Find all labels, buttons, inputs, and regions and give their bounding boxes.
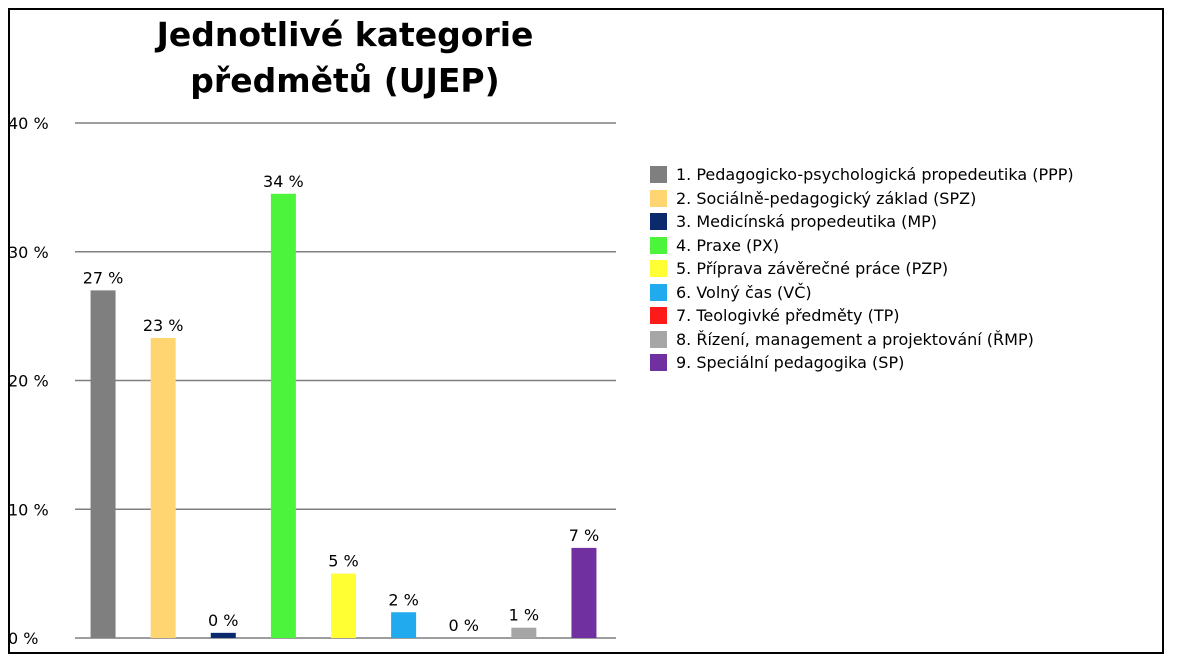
data-label: 1 % bbox=[509, 606, 539, 625]
legend-swatch bbox=[650, 213, 667, 231]
legend-swatch bbox=[650, 166, 667, 184]
legend-label: 3. Medicínská propedeutika (MP) bbox=[676, 212, 938, 232]
legend-swatch bbox=[650, 260, 667, 278]
legend-item: 3. Medicínská propedeutika (MP) bbox=[650, 210, 1074, 234]
legend-label: 6. Volný čas (VČ) bbox=[676, 282, 812, 302]
legend-item: 8. Řízení, management a projektování (ŘM… bbox=[650, 328, 1074, 352]
legend-label: 5. Příprava závěrečné práce (PZP) bbox=[676, 259, 949, 279]
legend-item: 4. Praxe (PX) bbox=[650, 234, 1074, 258]
chart-title-line-1: Jednotlivé kategorie bbox=[156, 15, 534, 54]
legend-item: 1. Pedagogicko-psychologická propedeutik… bbox=[650, 163, 1074, 187]
legend-item: 5. Příprava závěrečné práce (PZP) bbox=[650, 257, 1074, 281]
legend-label: 8. Řízení, management a projektování (ŘM… bbox=[676, 329, 1034, 349]
data-label: 34 % bbox=[263, 172, 304, 191]
data-label: 0 % bbox=[208, 611, 238, 630]
legend-item: 9. Speciální pedagogika (SP) bbox=[650, 351, 1074, 375]
data-label: 0 % bbox=[448, 616, 478, 635]
legend-swatch bbox=[650, 283, 667, 301]
legend-label: 2. Sociálně-pedagogický základ (SPZ) bbox=[676, 188, 977, 208]
bar bbox=[210, 632, 236, 638]
bar bbox=[90, 290, 116, 638]
y-tick-label: 10 % bbox=[8, 500, 49, 519]
legend-swatch bbox=[650, 354, 667, 372]
bar bbox=[270, 193, 296, 638]
data-label: 23 % bbox=[143, 316, 184, 335]
data-label: 5 % bbox=[328, 552, 358, 571]
legend: 1. Pedagogicko-psychologická propedeutik… bbox=[650, 163, 1074, 375]
legend-swatch bbox=[650, 330, 667, 348]
y-tick-label: 0 % bbox=[8, 629, 38, 648]
legend-label: 7. Teologivké předměty (TP) bbox=[676, 306, 900, 326]
chart-frame bbox=[8, 8, 1164, 654]
legend-label: 1. Pedagogicko-psychologická propedeutik… bbox=[676, 165, 1074, 185]
y-tick-label: 20 % bbox=[8, 372, 49, 391]
data-label: 2 % bbox=[388, 590, 418, 609]
bar bbox=[511, 627, 537, 638]
y-tick-label: 40 % bbox=[8, 114, 49, 133]
legend-item: 2. Sociálně-pedagogický základ (SPZ) bbox=[650, 187, 1074, 211]
legend-item: 7. Teologivké předměty (TP) bbox=[650, 304, 1074, 328]
y-tick-label: 30 % bbox=[8, 243, 49, 262]
legend-swatch bbox=[650, 307, 667, 325]
chart-title: Jednotlivé kategorie předmětů (UJEP) bbox=[100, 12, 590, 104]
legend-label: 4. Praxe (PX) bbox=[676, 235, 780, 255]
bar bbox=[150, 338, 176, 638]
data-label: 7 % bbox=[569, 526, 599, 545]
bar bbox=[571, 547, 597, 638]
legend-swatch bbox=[650, 189, 667, 207]
legend-label: 9. Speciální pedagogika (SP) bbox=[676, 353, 905, 373]
data-label: 27 % bbox=[83, 268, 124, 287]
bar bbox=[391, 612, 417, 638]
bar bbox=[331, 573, 356, 638]
legend-item: 6. Volný čas (VČ) bbox=[650, 281, 1074, 305]
chart-title-line-2: předmětů (UJEP) bbox=[190, 61, 500, 100]
legend-swatch bbox=[650, 236, 667, 254]
